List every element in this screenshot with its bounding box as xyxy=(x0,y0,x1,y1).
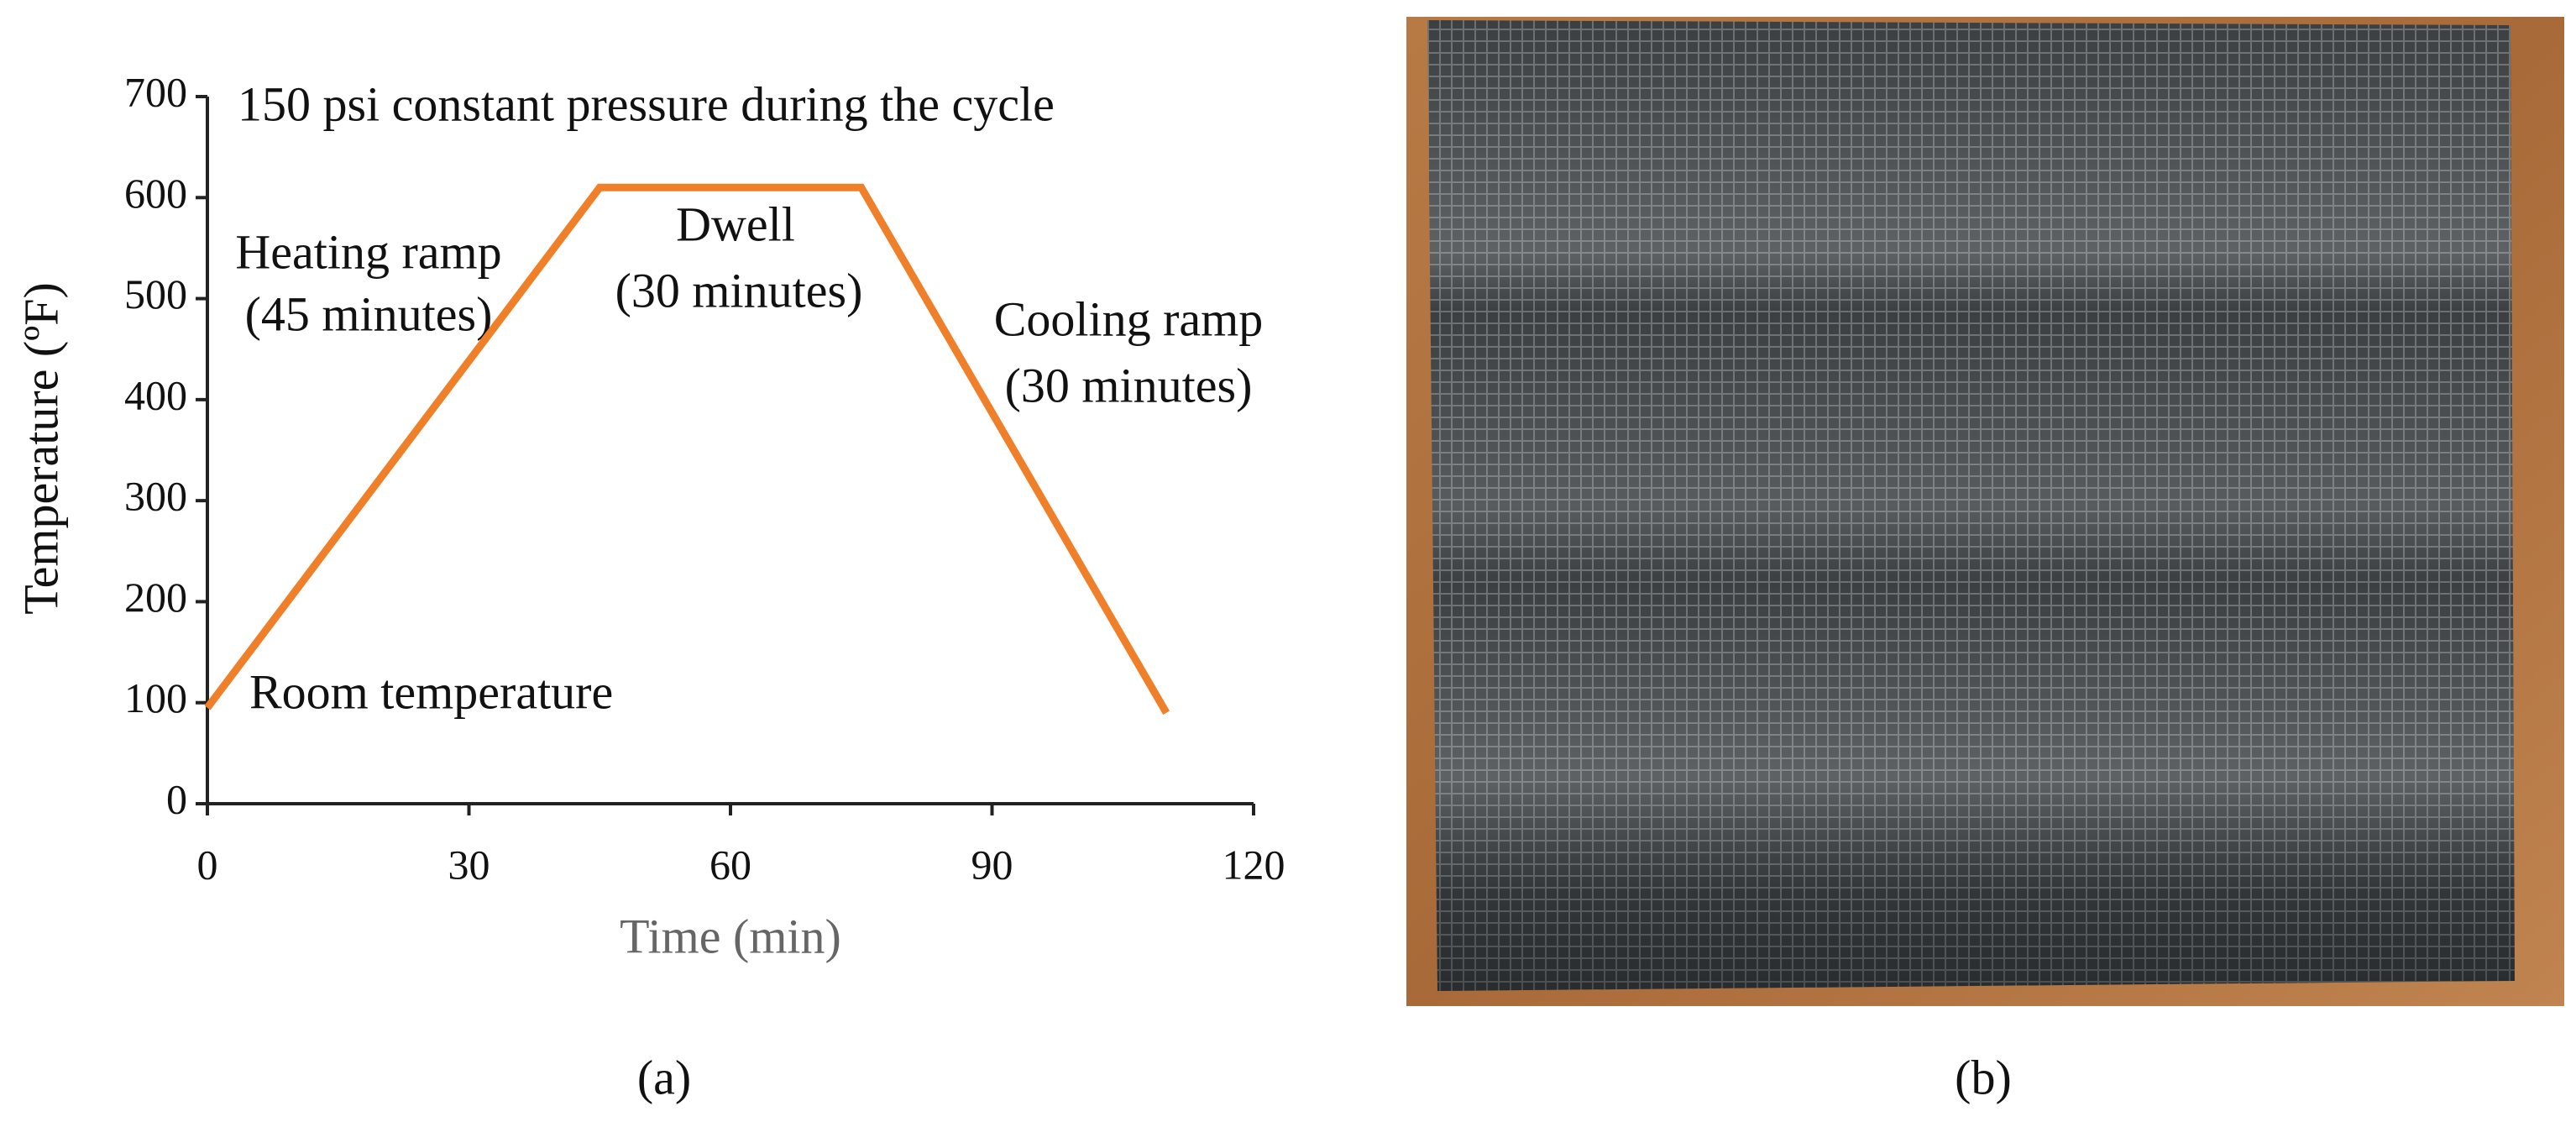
x-tick-label: 90 xyxy=(971,841,1013,888)
annotation: (30 minutes) xyxy=(615,263,863,317)
data-line xyxy=(204,183,1170,716)
annotation: Heating ramp xyxy=(235,224,501,279)
y-tick-label: 100 xyxy=(124,674,187,721)
x-tick-label: 120 xyxy=(1223,841,1285,888)
mesh-shading xyxy=(1427,20,2515,991)
y-tick-label: 700 xyxy=(124,68,187,115)
y-tick-label: 300 xyxy=(124,473,187,520)
y-tick-label: 500 xyxy=(124,270,187,317)
annotation: Room temperature xyxy=(249,664,613,719)
y-axis-label: Temperature (ºF) xyxy=(13,282,68,615)
y-tick-label: 400 xyxy=(124,371,187,418)
panel-label: (b) xyxy=(1955,1050,2012,1104)
y-tick-label: 200 xyxy=(124,574,187,621)
annotation: (30 minutes) xyxy=(1005,358,1253,412)
x-axis-label: Time (min) xyxy=(620,909,841,963)
y-tick-label: 0 xyxy=(166,775,187,822)
annotation: (45 minutes) xyxy=(245,286,493,341)
x-tick-label: 30 xyxy=(448,841,490,888)
annotation: Cooling ramp xyxy=(994,291,1264,346)
annotation: 150 psi constant pressure during the cyc… xyxy=(238,76,1055,131)
annotation: Dwell xyxy=(676,197,795,251)
x-tick-label: 0 xyxy=(197,841,218,888)
x-tick-label: 60 xyxy=(709,841,751,888)
photo xyxy=(1406,17,2564,1006)
panel-label: (a) xyxy=(637,1050,691,1104)
y-tick-label: 600 xyxy=(124,170,187,217)
